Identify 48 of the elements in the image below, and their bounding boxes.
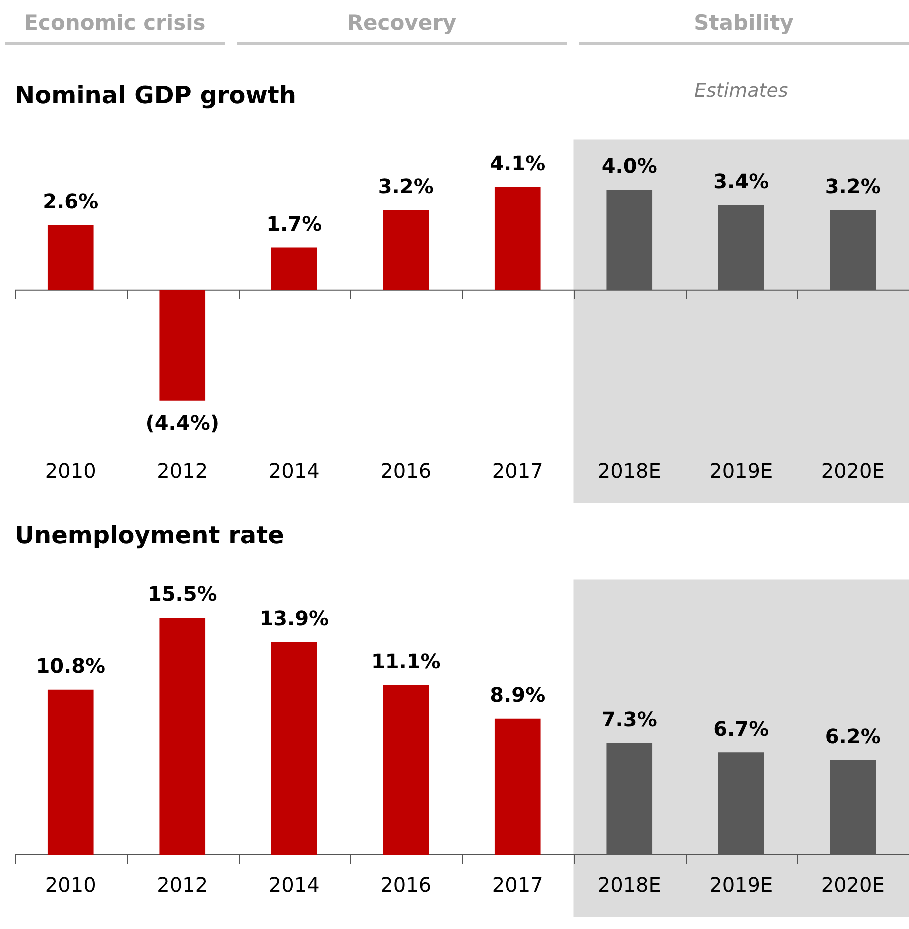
chart-title: Nominal GDP growth [15,82,296,110]
data-label: 3.2% [825,174,881,198]
bar [383,685,430,855]
x-tick-label: 2019E [710,873,774,898]
data-label: 1.7% [266,212,322,236]
x-tick-label: 2017 [492,873,544,898]
data-label: 7.3% [602,708,658,732]
data-label: 4.0% [602,154,658,178]
x-tick-label: 2019E [710,459,774,484]
x-tick-label: 2010 [45,459,96,484]
data-label: 11.1% [371,649,441,674]
data-label: 2.6% [43,189,99,214]
bar [494,187,541,290]
bar [48,690,94,855]
x-tick-label: 2012 [157,459,208,484]
x-tick-label: 2012 [157,873,208,898]
text: Recovery [237,0,567,45]
bar [160,618,206,855]
data-label: 8.9% [490,683,546,708]
chart-title: Unemployment rate [15,522,284,550]
bar [271,248,318,290]
data-label: 3.4% [714,169,770,194]
x-tick-label: 2014 [268,873,320,898]
x-tick-label: 2014 [268,459,320,484]
x-tick-label: 2018E [598,873,662,898]
data-label: 3.2% [378,174,434,198]
x-tick-label: 2017 [492,459,544,484]
text: Stability [579,0,909,45]
x-tick-label: 2016 [380,459,432,484]
bar [48,225,94,290]
x-tick-label: 2010 [45,873,96,898]
band-label: Estimates [694,80,788,102]
data-label: 6.7% [714,716,770,741]
data-label: 10.8% [36,654,106,678]
bar [383,210,430,290]
data-label: 4.1% [490,152,546,176]
bar [160,290,206,401]
bar [271,642,318,855]
x-tick-label: 2016 [380,873,432,898]
x-tick-label: 2020E [821,873,885,898]
x-tick-label: 2018E [598,459,662,484]
data-label: 6.2% [825,724,881,748]
data-label: 15.5% [148,582,218,606]
text: Economic crisis [5,0,225,45]
x-tick-label: 2020E [821,459,885,484]
data-label: (4.4%) [146,411,220,436]
data-label: 13.9% [260,606,330,631]
bar [494,718,541,855]
